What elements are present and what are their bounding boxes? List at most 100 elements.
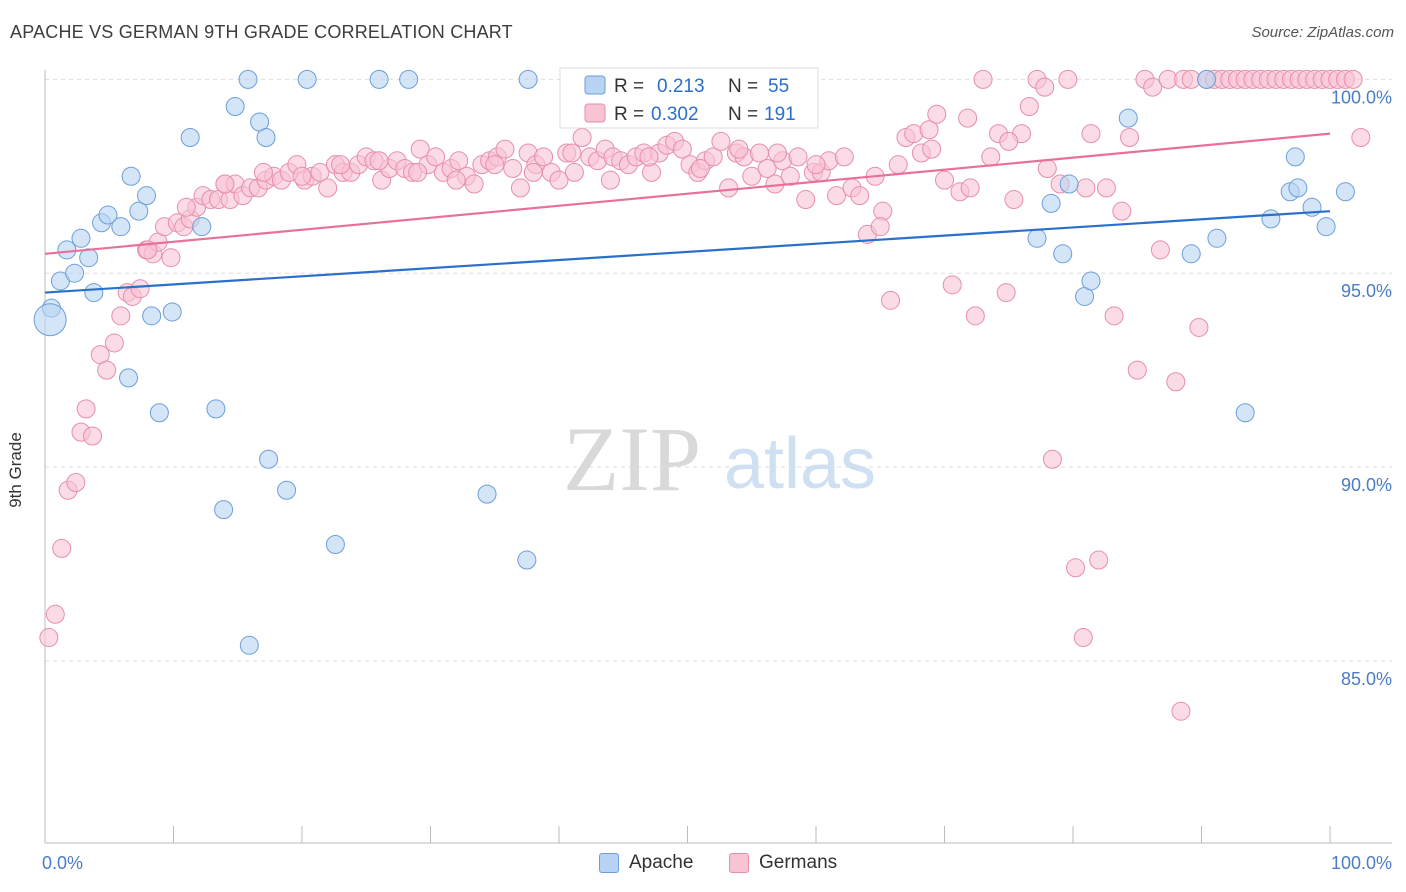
apache-point bbox=[119, 368, 139, 388]
apache-point bbox=[1027, 228, 1047, 248]
germans-point bbox=[292, 166, 312, 186]
germans-legend-swatch bbox=[584, 103, 606, 123]
germans-n-value: 191 bbox=[764, 104, 796, 125]
y-tick-label: 95.0% bbox=[1341, 281, 1392, 301]
germans-point bbox=[642, 162, 662, 182]
germans-point bbox=[426, 147, 446, 167]
germans-point bbox=[464, 174, 484, 194]
germans-point bbox=[1112, 201, 1132, 221]
germans-point bbox=[834, 147, 854, 167]
apache-point bbox=[277, 480, 297, 500]
germans-point bbox=[510, 178, 530, 198]
germans-point bbox=[76, 399, 96, 419]
germans-point bbox=[881, 290, 901, 310]
germans-point bbox=[485, 155, 505, 175]
apache-point bbox=[259, 449, 279, 469]
germans-point bbox=[111, 306, 131, 326]
apache-point bbox=[142, 306, 162, 326]
germans-point bbox=[600, 170, 620, 190]
apache-point bbox=[1235, 403, 1255, 423]
germans-point bbox=[161, 248, 181, 268]
germans-point bbox=[66, 473, 86, 493]
tick-labels: 85.0% 90.0% 95.0% 100.0% 0.0% 100.0% bbox=[42, 87, 1392, 873]
germans-point bbox=[919, 120, 939, 140]
germans-point bbox=[850, 186, 870, 206]
x-tick-label-max: 100.0% bbox=[1331, 853, 1392, 873]
apache-point bbox=[121, 166, 141, 186]
germans-point bbox=[1171, 701, 1191, 721]
apache-point bbox=[98, 205, 118, 225]
legend-germans-label: Germans bbox=[759, 852, 838, 873]
germans-point bbox=[45, 604, 65, 624]
x-tick-label-min: 0.0% bbox=[42, 853, 83, 873]
germans-point bbox=[564, 162, 584, 182]
germans-point bbox=[996, 283, 1016, 303]
germans-point bbox=[1066, 558, 1086, 578]
legend-apache[interactable]: Apache bbox=[599, 852, 693, 874]
germans-point bbox=[827, 186, 847, 206]
germans-point bbox=[1042, 449, 1062, 469]
legend-germans[interactable]: Germans bbox=[729, 852, 837, 874]
apache-point bbox=[369, 69, 389, 89]
y-tick-label: 100.0% bbox=[1331, 87, 1392, 107]
germans-point bbox=[83, 426, 103, 446]
germans-point bbox=[549, 170, 569, 190]
legend-apache-label: Apache bbox=[629, 852, 694, 873]
apache-point bbox=[71, 228, 91, 248]
germans-point bbox=[973, 69, 993, 89]
apache-point bbox=[325, 535, 345, 555]
germans-point bbox=[1037, 159, 1057, 179]
apache-n-label: N = bbox=[728, 76, 758, 97]
grid-lines bbox=[45, 78, 1392, 662]
germans-trend-line bbox=[44, 132, 1331, 255]
germans-point bbox=[639, 147, 659, 167]
germans-point bbox=[672, 139, 692, 159]
apache-point bbox=[1335, 182, 1355, 202]
apache-point bbox=[214, 500, 234, 520]
source-label: Source: ZipAtlas.com bbox=[1251, 24, 1394, 41]
apache-point bbox=[477, 484, 497, 504]
apache-point bbox=[256, 128, 276, 148]
apache-point bbox=[65, 263, 85, 283]
germans-n-label: N = bbox=[728, 104, 758, 125]
germans-point bbox=[97, 360, 117, 380]
apache-r-label: R = bbox=[614, 76, 644, 97]
germans-point bbox=[958, 108, 978, 128]
axes bbox=[44, 70, 1392, 844]
germans-point bbox=[1081, 124, 1101, 144]
germans-point bbox=[960, 178, 980, 198]
apache-point bbox=[239, 635, 259, 655]
germans-point bbox=[796, 190, 816, 210]
germans-point bbox=[742, 166, 762, 186]
apache-point bbox=[1316, 217, 1336, 237]
apache-point bbox=[1081, 271, 1101, 291]
apache-r-value: 0.213 bbox=[657, 76, 705, 97]
germans-point bbox=[1120, 128, 1140, 148]
apache-n-value: 55 bbox=[768, 76, 789, 97]
germans-point bbox=[410, 139, 430, 159]
germans-point bbox=[1089, 550, 1109, 570]
germans-point bbox=[503, 159, 523, 179]
germans-point bbox=[408, 162, 428, 182]
apache-legend-swatch bbox=[584, 75, 606, 95]
apache-point bbox=[1118, 108, 1138, 128]
apache-point bbox=[1207, 228, 1227, 248]
germans-point bbox=[767, 143, 787, 163]
germans-point bbox=[927, 104, 947, 124]
trend-lines bbox=[44, 132, 1331, 294]
germans-point bbox=[922, 139, 942, 159]
apache-point bbox=[518, 69, 538, 89]
germans-point bbox=[523, 162, 543, 182]
apache-point bbox=[162, 302, 182, 322]
apache-point bbox=[192, 217, 212, 237]
germans-point bbox=[176, 197, 196, 217]
germans-point bbox=[253, 162, 273, 182]
germans-point bbox=[1035, 77, 1055, 97]
germans-point bbox=[1351, 128, 1371, 148]
germans-point bbox=[1096, 178, 1116, 198]
germans-point bbox=[873, 201, 893, 221]
germans-point bbox=[711, 131, 731, 151]
stats-legend: R = 0.213 N = 55 R = 0.302 N = 191 bbox=[559, 67, 819, 129]
germans-point bbox=[1073, 628, 1093, 648]
germans-point bbox=[942, 275, 962, 295]
